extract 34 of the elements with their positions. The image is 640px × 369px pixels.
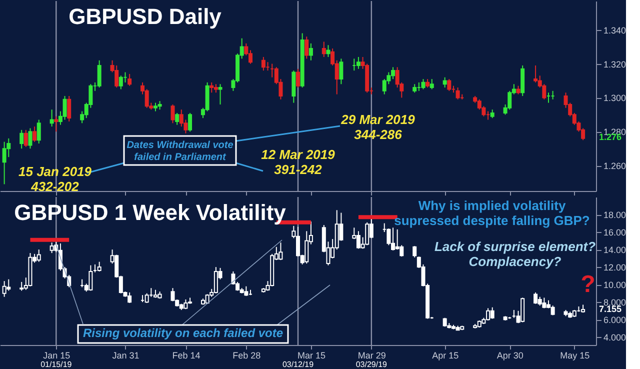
x-tick-label: Feb 28	[232, 350, 261, 360]
x-tick-label: Feb 14	[172, 350, 200, 360]
ref-line-label: 03/29/19	[356, 360, 388, 369]
annotation: ?	[580, 271, 596, 298]
x-tick-label: Mar 15	[297, 350, 326, 360]
ref-line-label: 01/15/19	[40, 360, 72, 369]
y-tick-label: 4.000	[604, 332, 626, 343]
y-tick-label: 1.260	[604, 161, 626, 172]
y-tick-label: 1.300	[604, 93, 626, 104]
x-tick-label: Apr 30	[496, 350, 524, 360]
annotation: Lack of surprise element? Complacency?	[434, 239, 596, 269]
annotation: 29 Mar 2019 344-286	[340, 112, 416, 142]
annotation: Why is implied volatility supressed despite falling GBP?	[394, 198, 590, 228]
annotation: Rising volatility on each failed vote	[82, 326, 284, 340]
y-tick-label: 10.00	[604, 280, 626, 290]
y-tick-label: 1.340	[604, 25, 626, 36]
x-tick-label: Jan 15	[43, 350, 70, 360]
y-tick-label: 12.00	[604, 262, 626, 273]
y-tick-label: 14.00	[604, 245, 626, 256]
annotation: 15 Jan 2019 432-202	[18, 164, 92, 194]
x-tick-label: Apr 15	[432, 350, 459, 360]
y-tick-label: 16.00	[604, 228, 626, 238]
x-tick-label: Jan 31	[112, 350, 140, 360]
y-tick-label: 1.320	[604, 59, 626, 70]
ref-line-label: 03/12/19	[282, 360, 314, 369]
text: 7.155	[599, 304, 622, 314]
chart-title: GBPUSD 1 Week Volatility	[14, 200, 287, 225]
y-tick-label: 18.00	[604, 210, 626, 220]
annotation: 12 Mar 2019 391-242	[261, 147, 336, 177]
x-tick-label: Mar 29	[358, 350, 386, 360]
x-tick-label: May 15	[560, 350, 590, 360]
y-tick-label: 6.000	[604, 315, 626, 326]
chart-title: GBPUSD Daily	[68, 4, 222, 29]
annotation: Dates Withdrawal vote failed in Parliament	[126, 140, 234, 163]
